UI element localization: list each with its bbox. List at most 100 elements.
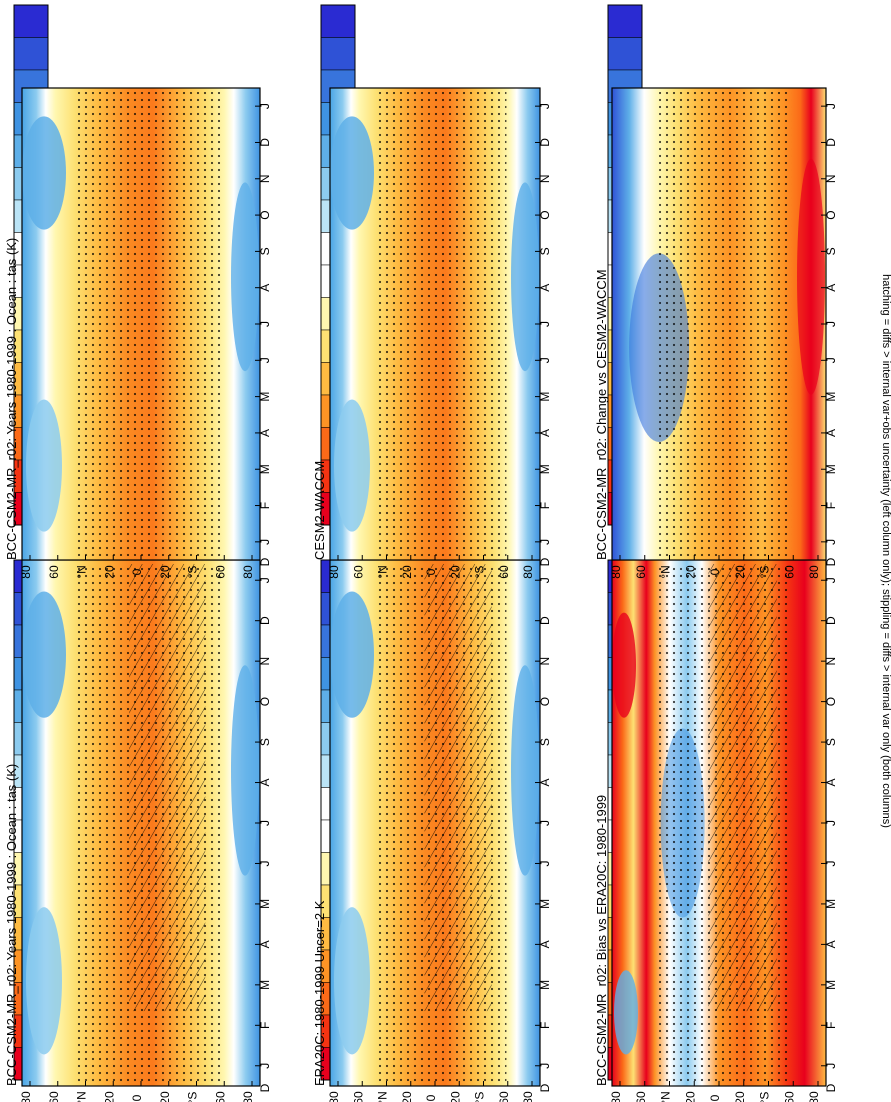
month-label: M [824, 980, 838, 990]
panel-title: BCC-CSM2-MR_r02: Bias vs ERA20C: 1980-19… [594, 795, 609, 1086]
cold-region-north [22, 116, 66, 230]
cold-region-south [231, 665, 259, 876]
colorbar-swatch [607, 37, 643, 71]
month-label: J [824, 860, 838, 866]
month-label: D [258, 138, 272, 147]
month-label: F [258, 1022, 272, 1029]
month-label: O [258, 697, 272, 706]
lat-label: °N [75, 1091, 89, 1102]
colorbar-swatch [607, 4, 643, 38]
cold-region-north [330, 116, 374, 230]
lat-label: °N [75, 565, 89, 578]
lat-label: 60 [47, 565, 61, 579]
lat-label: 20 [102, 565, 116, 579]
month-label: J [258, 103, 272, 109]
month-label: J [824, 357, 838, 363]
month-label: A [824, 940, 838, 948]
month-label: F [258, 502, 272, 509]
month-label: N [824, 657, 838, 666]
month-label: J [258, 1063, 272, 1069]
lat-label: 20 [158, 1091, 172, 1102]
month-label: J [538, 357, 552, 363]
lat-label: 60 [213, 565, 227, 579]
month-label: A [538, 284, 552, 292]
colorbar-swatch [13, 37, 49, 71]
lat-label: 80 [241, 1091, 255, 1102]
lat-label: 20 [683, 565, 697, 579]
month-label: F [824, 1022, 838, 1029]
month-label: J [824, 1063, 838, 1069]
month-label: J [258, 577, 272, 583]
month-label: J [824, 577, 838, 583]
panel-title: BCC-CSM2-MR_r02: Change vs CESM2-WACCM [594, 269, 609, 560]
lat-label: °N [659, 1091, 673, 1102]
cold-region-north [22, 591, 66, 718]
month-label: J [538, 577, 552, 583]
panel-title: BCC-CSM2-MR_r02: Years 1980-1999 : Ocean… [4, 238, 19, 560]
lat-label: °S [186, 566, 200, 579]
lat-label: 60 [47, 1091, 61, 1102]
month-label: O [538, 697, 552, 706]
month-label: J [258, 860, 272, 866]
panel-title: BCC-CSM2-MR_r02: Years 1980-1999 : Ocean… [4, 764, 19, 1086]
month-label: S [538, 247, 552, 255]
colorbar-swatch [320, 37, 356, 71]
month-label: J [258, 820, 272, 826]
month-edge-label: D [824, 1083, 838, 1092]
lat-label: °N [376, 565, 390, 578]
lat-label: 20 [733, 565, 747, 579]
panel-title: ERA20C: 1980-1999 Uncer=2 K [312, 900, 327, 1086]
colorbar-swatch [320, 4, 356, 38]
lat-label: 60 [497, 565, 511, 579]
month-label: N [538, 657, 552, 666]
month-label: S [824, 738, 838, 746]
month-label: O [538, 210, 552, 219]
month-label: J [538, 1063, 552, 1069]
month-label: M [538, 392, 552, 402]
month-label: O [824, 697, 838, 706]
month-edge-label: D [258, 1083, 272, 1092]
lat-label: 20 [733, 1091, 747, 1102]
month-label: F [538, 1022, 552, 1029]
footer-note: hatching = diffs > internal var+obs unce… [880, 274, 891, 828]
month-label: J [258, 321, 272, 327]
bias-hot-arctic [612, 612, 636, 718]
month-label: O [824, 210, 838, 219]
month-label: D [538, 138, 552, 147]
month-label: N [258, 174, 272, 183]
lat-label: 20 [102, 1091, 116, 1102]
lat-label: °S [758, 1092, 772, 1102]
month-label: J [824, 539, 838, 545]
month-label: M [538, 980, 552, 990]
month-label: D [824, 138, 838, 147]
lat-label: 80 [19, 1091, 33, 1102]
month-label: D [824, 616, 838, 625]
lat-label: 60 [782, 565, 796, 579]
cold-region-north-summer [334, 399, 370, 532]
cold-region-south [511, 665, 539, 876]
month-label: S [824, 247, 838, 255]
month-label: M [538, 464, 552, 474]
month-label: D [538, 616, 552, 625]
lat-label: 60 [634, 1091, 648, 1102]
lat-label: 20 [400, 1091, 414, 1102]
month-label: D [258, 616, 272, 625]
lat-label: 80 [521, 1091, 535, 1102]
panel-title: CESM2-WACCM [312, 461, 327, 560]
lat-label: °S [758, 566, 772, 579]
month-label: M [258, 899, 272, 909]
lat-label: 80 [19, 565, 33, 579]
lat-label: 20 [158, 565, 172, 579]
lat-label: 60 [497, 1091, 511, 1102]
lat-label: °N [659, 565, 673, 578]
lat-label: 60 [782, 1091, 796, 1102]
month-label: J [824, 820, 838, 826]
month-label: N [538, 174, 552, 183]
month-label: J [824, 103, 838, 109]
month-label: A [258, 429, 272, 437]
month-label: J [538, 321, 552, 327]
month-label: J [538, 860, 552, 866]
month-label: M [258, 392, 272, 402]
month-label: J [538, 820, 552, 826]
